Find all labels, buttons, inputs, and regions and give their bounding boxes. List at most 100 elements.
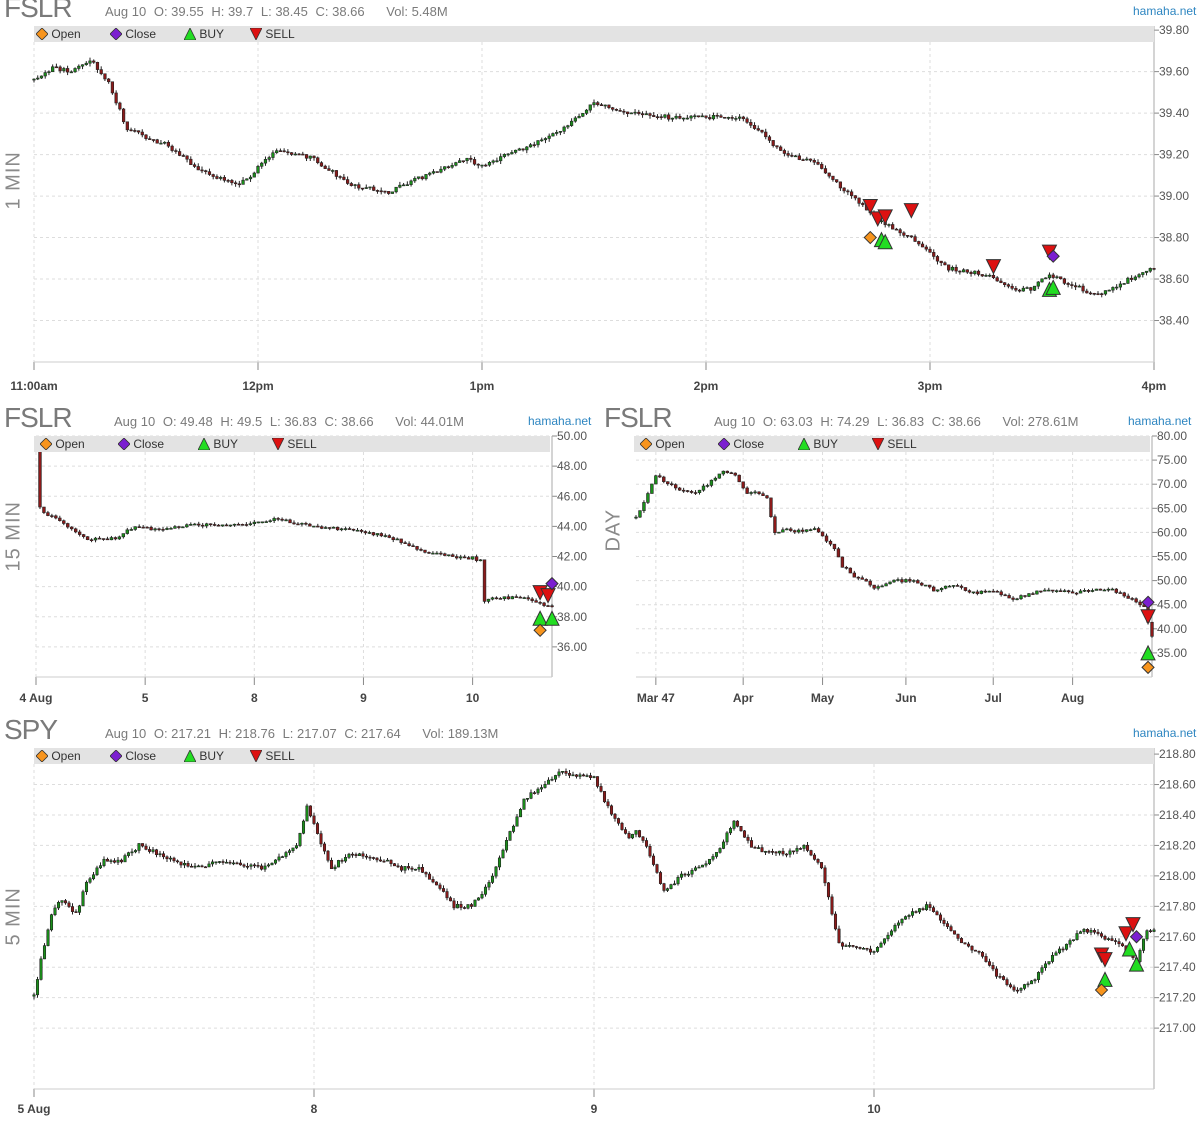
candle-body <box>679 873 684 878</box>
spy-5min-chart[interactable]: 218.80 218.60 218.40 218.20 218.00 217.80 217.… <box>0 722 1200 1133</box>
candle-body <box>518 596 522 599</box>
candle-body <box>525 798 530 800</box>
candle-body <box>542 602 546 606</box>
spy-5min-panel: 218.80 218.60 218.40 218.20 218.00 217.80 217.… <box>0 714 1200 1133</box>
candle-body <box>208 523 213 526</box>
candle-body <box>43 72 47 77</box>
candle-body <box>790 155 794 157</box>
candle-body <box>1032 285 1037 291</box>
candle-body <box>480 164 484 167</box>
candle-body <box>323 165 327 169</box>
candle-body <box>60 900 64 903</box>
candle-body <box>88 878 92 883</box>
candle-body <box>186 862 190 867</box>
buy-marker <box>1121 940 1138 957</box>
candle-body <box>334 170 339 177</box>
candle-body <box>181 526 185 529</box>
sell-marker <box>985 259 1002 275</box>
fslr-1min-chart[interactable]: 39.80 39.60 39.40 39.20 39.00 38.80 38.60 38.40… <box>0 0 1200 405</box>
x-tick-label: Jun <box>895 691 916 705</box>
candle-body <box>237 183 241 186</box>
open-marker <box>1141 660 1155 675</box>
brand-link[interactable]: hamaha.net <box>1133 4 1197 18</box>
candle-body <box>857 197 861 204</box>
candle-body <box>713 477 718 481</box>
brand-link[interactable]: hamaha.net <box>1128 414 1192 428</box>
candle-body <box>368 186 372 189</box>
fslr-day-chart[interactable]: 80.00 75.00 70.00 65.00 60.00 55.00 50.00 45.00… <box>600 410 1200 710</box>
candle-body <box>476 897 481 901</box>
candle-body <box>116 859 120 863</box>
ohlc-info: Aug 10 O: 63.03 H: 74.29 L: 36.83 C: 38.… <box>714 414 1082 429</box>
fslr-15min-chart[interactable]: 50.00 48.00 46.00 44.00 42.00 40.00 38.00 36.00… <box>0 410 600 710</box>
candle-body <box>670 117 675 120</box>
candle-body <box>469 157 473 160</box>
candle-body <box>145 526 149 529</box>
candle-body <box>326 850 330 861</box>
legend-open: Open <box>639 436 685 452</box>
candle-body <box>102 858 106 866</box>
open-marker <box>863 230 877 245</box>
candle-body <box>525 146 529 151</box>
candle-body <box>263 159 268 164</box>
candle-body <box>235 862 239 865</box>
candle-body <box>320 526 324 529</box>
candle-body <box>1152 268 1156 270</box>
candle-body <box>77 65 81 69</box>
candle-body <box>324 527 328 529</box>
legend-bar: Open Close BUY SELL <box>34 748 1154 764</box>
candle-body <box>939 587 944 591</box>
candle-body <box>200 169 204 172</box>
candle-body <box>1126 277 1130 284</box>
candle-body <box>741 116 745 120</box>
candle-body <box>1051 274 1055 278</box>
candle-body <box>704 115 708 118</box>
candle-body <box>56 902 61 909</box>
candle-body <box>177 151 182 156</box>
candle-body <box>379 190 383 193</box>
candle-body <box>844 945 848 947</box>
candle-body <box>316 157 320 163</box>
candle-body <box>434 881 439 886</box>
candle-body <box>355 529 360 532</box>
candle-body <box>693 867 698 871</box>
candle-body <box>487 162 492 166</box>
candle-body <box>345 179 350 184</box>
candle-body <box>413 868 418 871</box>
candle-body <box>943 262 947 266</box>
candle-body <box>1057 948 1062 954</box>
legend-sell: SELL <box>871 436 917 452</box>
candle-body <box>789 528 793 531</box>
candle-body <box>91 874 96 880</box>
candle-body <box>159 142 163 145</box>
grid-lines <box>636 435 1152 677</box>
candle-body <box>884 583 888 587</box>
candle-body <box>1066 283 1070 285</box>
candle-body <box>753 847 757 849</box>
brand-link[interactable]: hamaha.net <box>1133 726 1197 740</box>
candle-body <box>89 539 94 542</box>
candle-body <box>161 528 165 531</box>
candle-body <box>613 813 617 819</box>
candle-body <box>236 523 241 526</box>
candle-body <box>126 852 131 856</box>
candle-body <box>84 62 88 65</box>
candles <box>34 442 554 608</box>
candle-body <box>360 187 365 190</box>
candle-body <box>103 73 107 80</box>
candle-body <box>592 102 596 106</box>
candle-body <box>648 113 652 116</box>
x-tick-label: 1pm <box>470 379 495 393</box>
candle-body <box>277 856 281 861</box>
brand-link[interactable]: hamaha.net <box>528 414 592 428</box>
candle-body <box>1070 591 1075 594</box>
candle-body <box>826 882 831 898</box>
candle-body <box>220 524 225 527</box>
candle-body <box>685 117 689 120</box>
sell-marker <box>540 588 556 604</box>
candle-body <box>54 66 59 69</box>
candle-body <box>141 526 145 529</box>
candle-body <box>797 529 801 533</box>
candle-body <box>327 168 331 171</box>
candle-body <box>174 150 178 152</box>
